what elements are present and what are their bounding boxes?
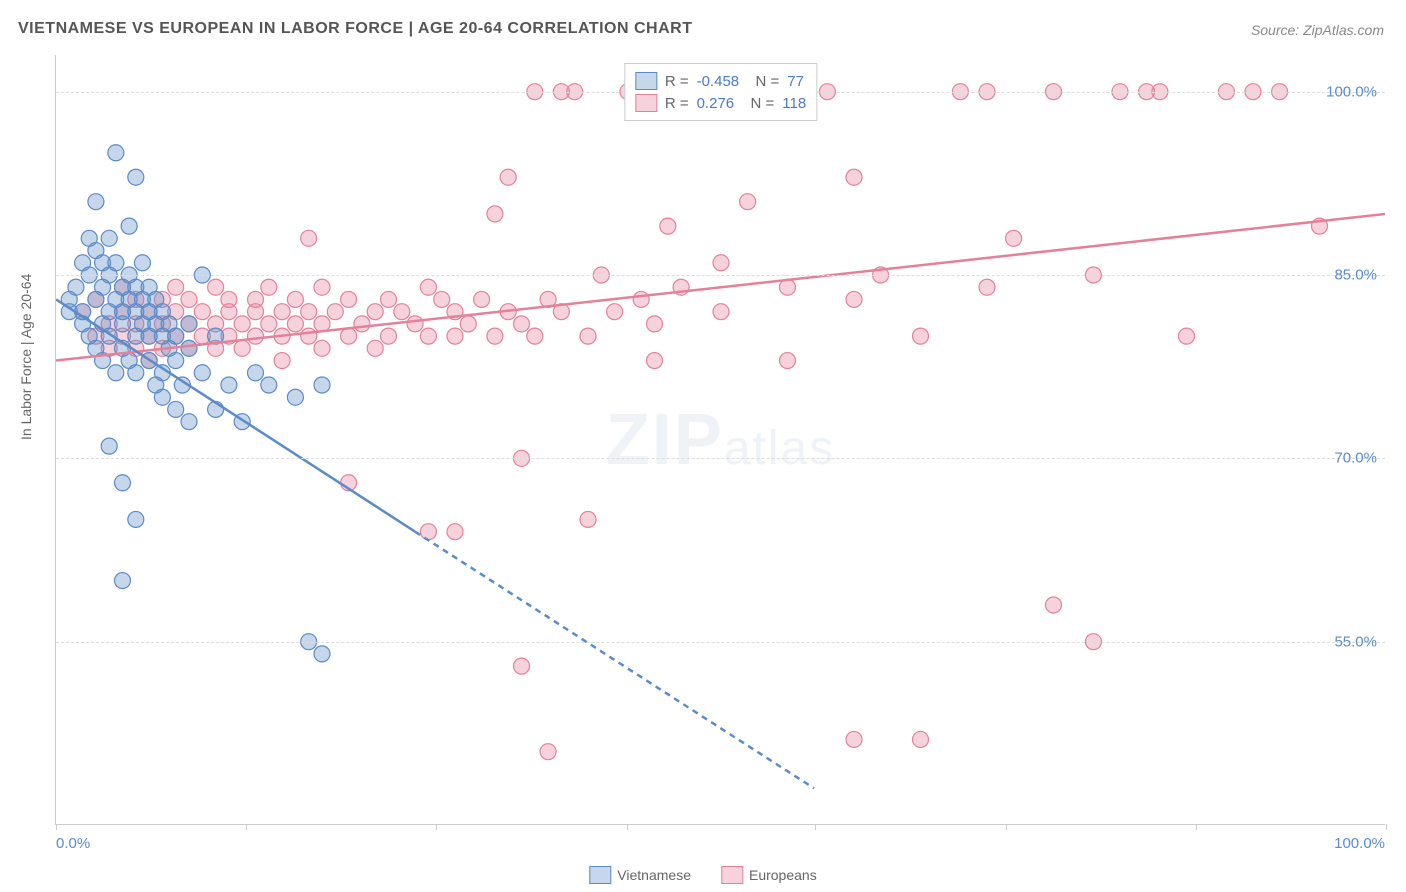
xtick bbox=[1196, 824, 1197, 830]
xtick-label-max: 100.0% bbox=[1334, 835, 1385, 852]
chart-title: VIETNAMESE VS EUROPEAN IN LABOR FORCE | … bbox=[18, 20, 692, 38]
gridline bbox=[56, 642, 1385, 643]
xtick bbox=[815, 824, 816, 830]
legend-item-europeans: Europeans bbox=[721, 866, 817, 884]
r-value-vietnamese: -0.458 bbox=[697, 73, 740, 90]
correlation-legend: R = -0.458 N = 77 R = 0.276 N = 118 bbox=[624, 63, 817, 121]
gridline bbox=[56, 275, 1385, 276]
swatch-vietnamese bbox=[635, 72, 657, 90]
xtick bbox=[627, 824, 628, 830]
xtick bbox=[1386, 824, 1387, 830]
legend-label-vietnamese: Vietnamese bbox=[617, 867, 691, 883]
legend-item-vietnamese: Vietnamese bbox=[589, 866, 691, 884]
chart-container: VIETNAMESE VS EUROPEAN IN LABOR FORCE | … bbox=[0, 0, 1406, 892]
swatch-vietnamese-icon bbox=[589, 866, 611, 884]
ytick-label: 55.0% bbox=[1334, 633, 1377, 650]
n-value-europeans: 118 bbox=[782, 95, 806, 112]
xtick bbox=[1006, 824, 1007, 830]
legend-label-europeans: Europeans bbox=[749, 867, 817, 883]
y-axis-label: In Labor Force | Age 20-64 bbox=[18, 274, 34, 440]
xtick-label-min: 0.0% bbox=[56, 835, 90, 852]
series-legend: Vietnamese Europeans bbox=[589, 866, 816, 884]
gridline bbox=[56, 458, 1385, 459]
source-attribution: Source: ZipAtlas.com bbox=[1251, 22, 1384, 38]
r-label: R = bbox=[665, 95, 689, 112]
swatch-europeans-icon bbox=[721, 866, 743, 884]
xtick bbox=[246, 824, 247, 830]
swatch-europeans bbox=[635, 94, 657, 112]
xtick bbox=[56, 824, 57, 830]
n-label: N = bbox=[742, 95, 774, 112]
n-value-vietnamese: 77 bbox=[787, 73, 804, 90]
plot-area: ZIPatlas R = -0.458 N = 77 R = 0.276 N =… bbox=[55, 55, 1385, 825]
r-label: R = bbox=[665, 73, 689, 90]
scatter-svg bbox=[56, 55, 1385, 824]
legend-row-vietnamese: R = -0.458 N = 77 bbox=[635, 70, 806, 92]
ytick-label: 100.0% bbox=[1326, 83, 1377, 100]
ytick-label: 85.0% bbox=[1334, 267, 1377, 284]
xtick bbox=[436, 824, 437, 830]
r-value-europeans: 0.276 bbox=[697, 95, 735, 112]
ytick-label: 70.0% bbox=[1334, 450, 1377, 467]
legend-row-europeans: R = 0.276 N = 118 bbox=[635, 92, 806, 114]
n-label: N = bbox=[747, 73, 779, 90]
